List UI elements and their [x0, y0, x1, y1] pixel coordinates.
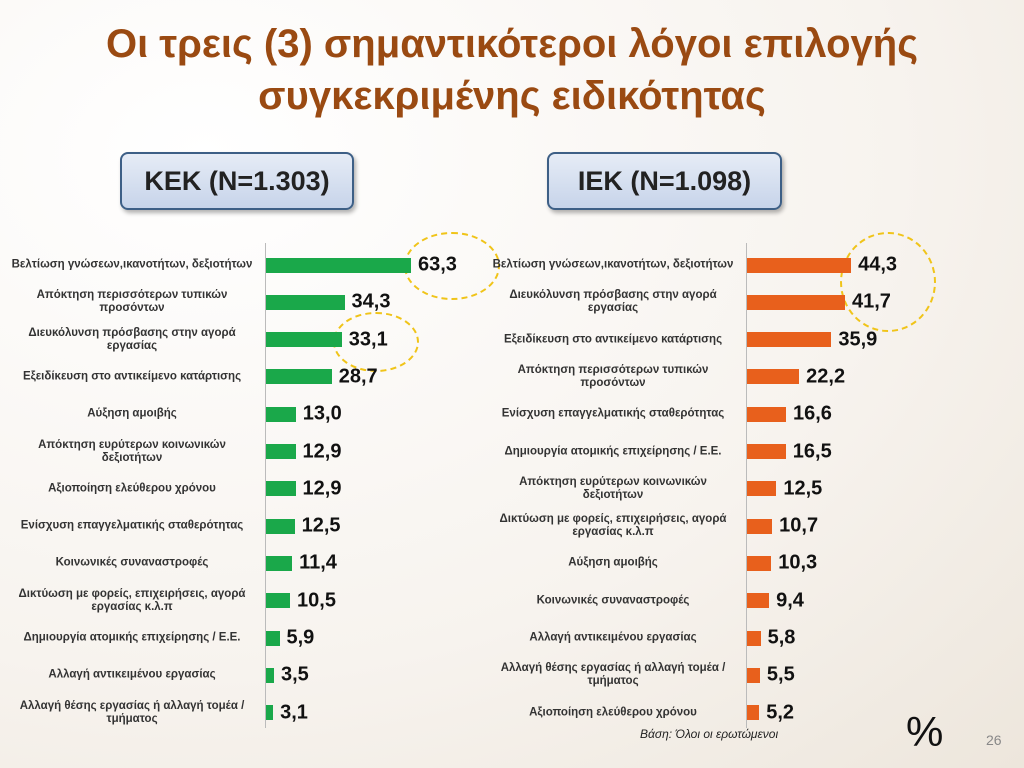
page-number: 26 [986, 732, 1002, 748]
bar [747, 518, 773, 534]
value-label: 22,2 [806, 365, 846, 388]
category-label: Αξιοποίηση ελεύθερου χρόνου [529, 706, 697, 719]
category-label: Εξειδίκευση στο αντικείμενο κατάρτισης [503, 333, 723, 346]
chart-title: ΚΕΚ (N=1.303) [120, 152, 354, 210]
bar [266, 332, 342, 348]
highlight [840, 232, 936, 332]
bar [747, 332, 832, 348]
value-label: 16,5 [792, 440, 832, 462]
category-label: Διευκόλυνση πρόσβασης στην αγορά εργασία… [509, 289, 717, 315]
bar [266, 406, 296, 422]
category-label: Δικτύωση με φορείς, επιχειρήσεις, αγορά … [499, 513, 727, 539]
value-label: 5,2 [766, 701, 795, 724]
bar [266, 294, 345, 310]
value-label: 10,5 [297, 589, 336, 612]
unit: % [906, 708, 944, 755]
bar [747, 294, 845, 310]
bar [266, 518, 295, 534]
chart-title: ΙΕΚ (N=1.098) [547, 152, 782, 210]
bar [266, 705, 274, 721]
value-label: 12,5 [783, 477, 823, 500]
category-label: Διευκόλυνση πρόσβασης στην αγορά εργασία… [28, 326, 236, 352]
category-label: Δημιουργία ατομικής επιχείρησης / Ε.Ε. [504, 445, 722, 457]
bar [747, 593, 770, 609]
value-label: 3,1 [280, 701, 308, 724]
value-label: 10,7 [779, 514, 819, 537]
category-label: Αύξηση αμοιβής [87, 407, 177, 420]
category-label: Ενίσχυση επαγγελματικής σταθερότητας [20, 519, 244, 532]
category-label: Απόκτηση περισσότερων τυπικών προσόντων [517, 363, 709, 389]
category-label: Κοινωνικές συναναστροφές [55, 556, 209, 569]
bar [747, 667, 760, 683]
bar [747, 555, 772, 571]
category-label: Δημιουργία ατομικής επιχείρησης / Ε.Ε. [23, 631, 241, 644]
value-label: 12,9 [302, 440, 342, 462]
bar [266, 667, 274, 683]
value-label: 12,5 [301, 514, 341, 537]
bar [266, 369, 332, 385]
value-label: 44,3 [858, 253, 898, 276]
bar [747, 369, 800, 385]
bar [747, 406, 786, 422]
category-label: Κοινωνικές συναναστροφές [536, 594, 690, 607]
category-label: Ενίσχυση επαγγελματικής σταθερότητας [501, 407, 725, 420]
axis-line [265, 243, 266, 728]
value-label: 9,4 [776, 589, 804, 612]
bar [266, 444, 296, 459]
category-label: Βελτίωση γνώσεων,ικανοτήτων, δεξιοτήτων [492, 258, 734, 271]
axis-line [746, 243, 747, 728]
category-label: Αλλαγή θέσης εργασίας ή αλλαγή τομέα /τμ… [500, 662, 726, 688]
value-label: 5,8 [767, 626, 796, 649]
category-label: Δικτύωση με φορείς, επιχειρήσεις, αγορά … [18, 587, 246, 613]
value-label: 33,1 [348, 328, 388, 351]
bar [747, 481, 777, 497]
value-label: 16,6 [793, 402, 832, 425]
bar [266, 481, 296, 497]
bar [266, 593, 291, 609]
category-label: Απόκτηση περισσότερων τυπικών προσόντων [36, 289, 228, 315]
value-label: 35,9 [838, 328, 878, 351]
bar [266, 555, 293, 571]
bar [747, 630, 761, 646]
value-label: 41,7 [851, 290, 891, 313]
value-label: 11,4 [299, 551, 337, 574]
value-label: 10,3 [778, 551, 818, 574]
bar [747, 257, 852, 273]
bar [266, 257, 411, 273]
value-label: 5,5 [766, 663, 795, 686]
bar [747, 705, 760, 721]
bar [747, 444, 786, 459]
category-label: Αξιοποίηση ελεύθερου χρόνου [48, 482, 216, 495]
category-label: Απόκτηση ευρύτερων κοινωνικών δεξιοτήτων [519, 475, 707, 501]
value-label: 34,3 [351, 290, 391, 313]
category-label: Εξειδίκευση στο αντικείμενο κατάρτισης [22, 370, 242, 383]
category-label: Αύξηση αμοιβής [568, 556, 658, 569]
value-label: 63,3 [417, 253, 457, 276]
slide-title: Οι τρεις (3) σημαντικότεροι λόγοι επιλογ… [105, 22, 919, 118]
category-label: Αλλαγή θέσης εργασίας ή αλλαγή τομέα /τμ… [19, 699, 245, 725]
value-label: 13,0 [302, 402, 342, 425]
footnote: Βάση: Όλοι οι ερωτώμενοι [640, 727, 779, 741]
category-label: Αλλαγή αντικειμένου εργασίας [48, 668, 216, 681]
value-label: 5,9 [286, 626, 315, 649]
value-label: 28,7 [338, 365, 378, 388]
category-label: Αλλαγή αντικειμένου εργασίας [529, 631, 697, 644]
value-label: 12,9 [302, 477, 342, 500]
bar [266, 630, 280, 646]
category-label: Βελτίωση γνώσεων,ικανοτήτων, δεξιοτήτων [11, 258, 253, 271]
value-label: 3,5 [281, 663, 309, 686]
category-label: Απόκτηση ευρύτερων κοινωνικών δεξιοτήτων [38, 438, 226, 464]
